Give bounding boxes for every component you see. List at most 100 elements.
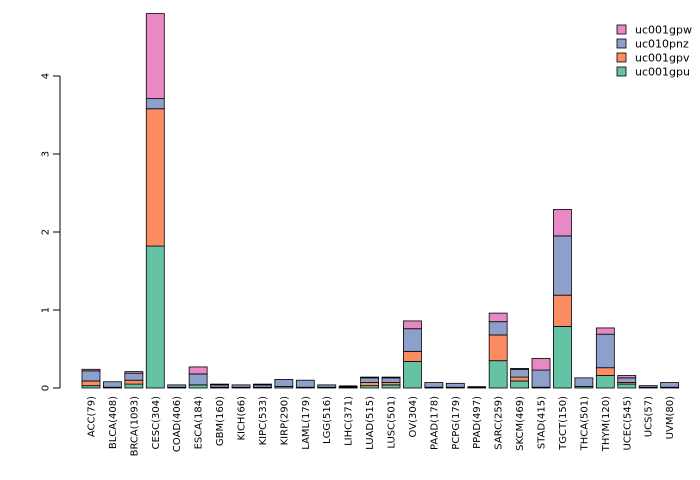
x-axis-labels: ACC(79) BLCA(408) BRCA(1093) CESC(304) COAD(… xyxy=(87,396,677,456)
x-tick-label: BLCA(408) xyxy=(108,396,119,449)
bar-segment xyxy=(595,327,615,335)
bar-segment xyxy=(124,372,144,381)
bar-segment xyxy=(339,385,358,387)
bar-segment xyxy=(403,320,422,330)
x-tick-label: GBM(160) xyxy=(215,396,226,446)
bar-segment xyxy=(531,369,551,388)
bar-segment xyxy=(145,108,165,247)
bar-segment xyxy=(210,383,229,386)
bar-segment xyxy=(231,384,251,388)
bar-segment xyxy=(381,377,401,383)
bar-segment xyxy=(510,376,530,382)
x-tick-label: OV(304) xyxy=(408,396,419,438)
legend-swatch xyxy=(616,24,627,35)
legend-label: uc001gpw xyxy=(635,24,692,37)
x-tick-label: SKCM(469) xyxy=(515,396,526,451)
y-tick-label: 4 xyxy=(41,73,52,79)
legend-swatch xyxy=(616,38,627,49)
x-tick-label: ACC(79) xyxy=(87,396,98,437)
x-tick-label: PCPG(179) xyxy=(451,396,462,450)
bar-segment xyxy=(531,357,551,371)
legend-swatch xyxy=(616,66,627,77)
y-axis: 0 1 2 3 4 xyxy=(41,73,61,391)
x-tick-label: KIPC(533) xyxy=(258,396,269,446)
bar-segment xyxy=(124,371,144,374)
x-tick-label: PAAD(178) xyxy=(429,396,440,450)
bar-segment xyxy=(617,375,637,379)
bar-segment xyxy=(274,379,294,387)
bar-segment xyxy=(595,333,615,369)
bar-segment xyxy=(617,377,637,383)
y-tick-label: 0 xyxy=(41,385,52,391)
legend-label: uc001gpv xyxy=(635,52,690,65)
bar-segment xyxy=(553,325,572,389)
bar-segment xyxy=(188,373,208,386)
bar-segment xyxy=(553,208,572,237)
bar-segment xyxy=(103,381,122,388)
bar-segment xyxy=(510,380,530,389)
y-tick-label: 1 xyxy=(41,307,52,313)
bar-segment xyxy=(595,375,615,389)
legend-swatch xyxy=(616,52,627,63)
x-tick-label: UCEC(545) xyxy=(622,396,633,451)
x-tick-label: CESC(304) xyxy=(151,396,162,450)
y-tick-label: 2 xyxy=(41,229,52,235)
bar-segment xyxy=(381,376,401,379)
bar-segment xyxy=(403,328,422,352)
bar-segment xyxy=(188,366,208,375)
x-tick-label: STAD(415) xyxy=(537,396,548,449)
x-tick-label: LAML(179) xyxy=(301,396,312,450)
bar-segment xyxy=(488,360,508,389)
bar-segment xyxy=(445,382,465,388)
bar-segment xyxy=(81,380,101,387)
bar-segment xyxy=(553,235,572,296)
bar-segment xyxy=(488,334,508,362)
x-tick-label: PPAD(497) xyxy=(472,396,483,449)
bar-segment xyxy=(424,382,444,388)
bar-segment xyxy=(188,384,208,389)
y-tick-label: 3 xyxy=(41,151,52,157)
bar-segment xyxy=(124,379,144,385)
x-tick-label: TGCT(150) xyxy=(558,396,569,451)
x-tick-label: THCA(501) xyxy=(579,396,590,451)
bar-segment xyxy=(510,368,530,370)
bar-segment xyxy=(360,382,379,387)
bar-segment xyxy=(145,98,165,110)
bar-segment xyxy=(488,321,508,336)
x-tick-label: THYM(120) xyxy=(601,396,612,452)
bar-segment xyxy=(360,377,379,383)
x-tick-label: LUAD(515) xyxy=(365,396,376,450)
bar-segment xyxy=(574,377,594,387)
bar-segment xyxy=(467,386,487,389)
bar-segment xyxy=(660,382,680,388)
bar-segment xyxy=(167,384,187,388)
bar-segment xyxy=(145,13,165,100)
bar-segment xyxy=(638,385,658,388)
x-tick-label: SARC(259) xyxy=(494,396,505,450)
x-tick-label: LGG(516) xyxy=(322,396,333,444)
x-tick-label: ESCA(184) xyxy=(194,396,205,449)
bar-segment xyxy=(295,379,315,388)
x-tick-label: KIRP(290) xyxy=(279,396,290,445)
x-tick-label: UVM(80) xyxy=(665,396,676,439)
x-tick-label: LIHC(371) xyxy=(344,396,355,446)
bar-segment xyxy=(488,312,508,323)
bar-segment xyxy=(81,370,101,382)
x-tick-label: KICH(66) xyxy=(237,396,248,441)
bar-segment xyxy=(360,376,379,379)
bar-segment xyxy=(595,367,615,376)
bar-segment xyxy=(317,384,337,388)
legend-label: uc010pnz xyxy=(635,38,689,51)
bar-segment xyxy=(510,368,530,378)
bar-segment xyxy=(338,386,358,388)
legend-label: uc001gpu xyxy=(635,66,690,79)
x-tick-label: BRCA(1093) xyxy=(129,396,140,456)
bar-segment xyxy=(403,350,422,362)
x-tick-label: LUSC(501) xyxy=(387,396,398,449)
x-tick-label: COAD(406) xyxy=(172,396,183,452)
bar-segment xyxy=(617,383,637,389)
bar-segment xyxy=(145,245,165,389)
x-tick-label: UCS(57) xyxy=(644,396,655,437)
